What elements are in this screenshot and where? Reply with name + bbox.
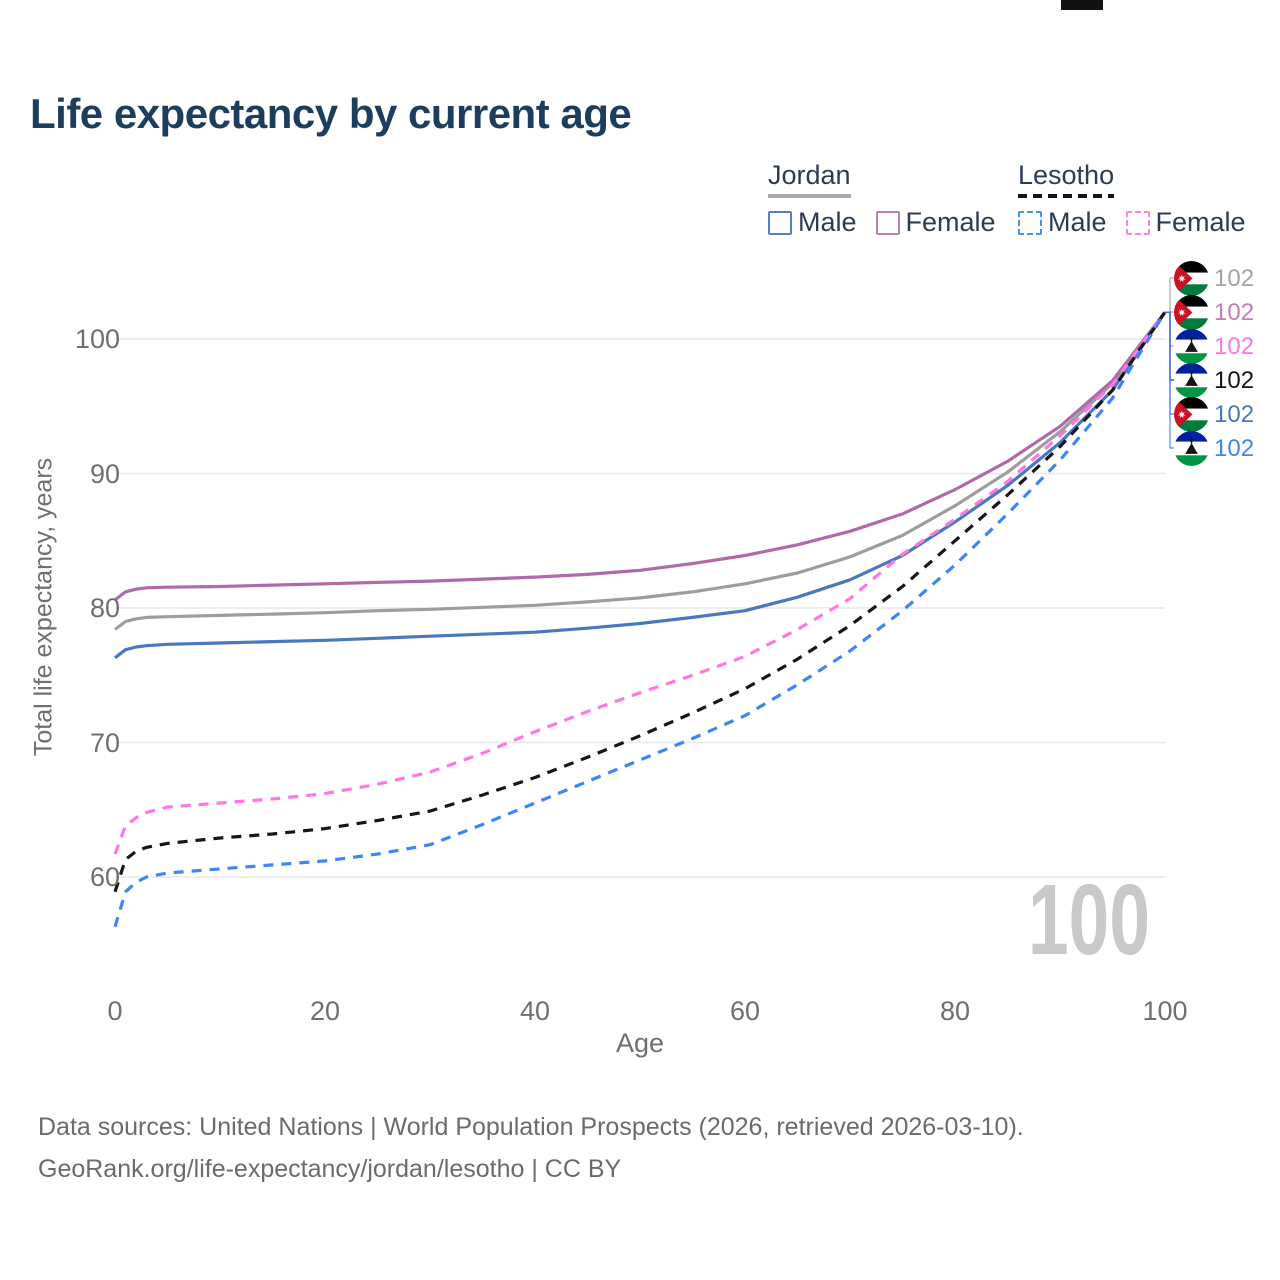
jordan-flag-icon bbox=[1174, 397, 1209, 432]
legend-group-jordan: Jordan Male Female bbox=[768, 160, 1015, 238]
y-tick-60: 60 bbox=[89, 862, 120, 892]
jordan-flag-icon bbox=[1174, 261, 1209, 296]
legend-checkbox-lesotho-female[interactable] bbox=[1125, 210, 1150, 235]
lesotho-flag-icon bbox=[1174, 363, 1209, 398]
series-line-lesotho-male[interactable] bbox=[113, 311, 1167, 928]
legend-items-row: Male Female bbox=[1018, 207, 1265, 238]
end-label-lesotho-female: 102 bbox=[1174, 329, 1254, 364]
page-title: Life expectancy by current age bbox=[30, 90, 632, 137]
legend-country-lesotho[interactable]: Lesotho bbox=[1018, 160, 1115, 198]
end-label-flag bbox=[1174, 363, 1209, 398]
end-label-flag bbox=[1174, 295, 1209, 330]
legend-item-label[interactable]: Female bbox=[1155, 207, 1246, 237]
end-label-jordan-male: 102 bbox=[1174, 397, 1254, 432]
end-label-value: 102 bbox=[1214, 401, 1255, 428]
legend-items-row: Male Female bbox=[768, 207, 1015, 238]
age-counter-watermark: 100 bbox=[1028, 864, 1150, 976]
end-label-flag bbox=[1174, 397, 1209, 432]
legend-checkbox-lesotho-male[interactable] bbox=[1018, 210, 1042, 235]
series-line-lesotho-female[interactable] bbox=[113, 311, 1167, 855]
y-tick-70: 70 bbox=[89, 727, 120, 758]
legend-checkbox-jordan-female[interactable] bbox=[875, 210, 900, 235]
footer-data-sources: Data sources: United Nations | World Pop… bbox=[38, 1113, 1024, 1141]
legend-country-label: Jordan bbox=[768, 160, 851, 190]
end-label-lesotho-both: 102 bbox=[1174, 363, 1254, 398]
x-tick-60: 60 bbox=[729, 996, 761, 1026]
end-label-flag bbox=[1174, 261, 1209, 296]
legend-item-label[interactable]: Female bbox=[905, 207, 996, 237]
series-line-lesotho-both[interactable] bbox=[113, 311, 1167, 893]
x-tick-40: 40 bbox=[519, 996, 551, 1026]
end-label-lesotho-male: 102 bbox=[1174, 431, 1254, 466]
end-label-value: 102 bbox=[1214, 299, 1255, 326]
x-axis-title: Age bbox=[615, 1028, 665, 1058]
series-line-jordan-male[interactable] bbox=[114, 311, 1167, 660]
lesotho-flag-icon bbox=[1174, 329, 1209, 364]
y-tick-100: 100 bbox=[74, 324, 120, 354]
end-label-value: 102 bbox=[1214, 333, 1255, 360]
series-line-jordan-both[interactable] bbox=[114, 311, 1167, 631]
legend-country-jordan[interactable]: Jordan bbox=[768, 160, 851, 198]
end-label-value: 102 bbox=[1214, 265, 1255, 292]
legend-item-label[interactable]: Male bbox=[798, 207, 857, 237]
end-label-value: 102 bbox=[1214, 367, 1255, 394]
end-label-jordan-female: 102 bbox=[1174, 295, 1254, 330]
end-label-flag bbox=[1174, 431, 1209, 466]
top-bar-artifact bbox=[1061, 0, 1103, 10]
x-tick-20: 20 bbox=[309, 996, 341, 1026]
y-tick-80: 80 bbox=[89, 593, 120, 623]
legend-country-underline bbox=[1018, 194, 1115, 198]
x-tick-100: 100 bbox=[1142, 996, 1188, 1026]
x-tick-0: 0 bbox=[107, 996, 123, 1026]
legend-country-label: Lesotho bbox=[1018, 160, 1115, 190]
legend-checkbox-jordan-male[interactable] bbox=[768, 210, 792, 235]
end-label-value: 102 bbox=[1214, 435, 1255, 462]
y-tick-90: 90 bbox=[89, 458, 120, 489]
footer-attribution: GeoRank.org/life-expectancy/jordan/lesot… bbox=[38, 1155, 622, 1183]
legend-country-underline bbox=[768, 194, 851, 198]
end-label-jordan-both: 102 bbox=[1174, 261, 1254, 296]
jordan-flag-icon bbox=[1174, 295, 1209, 330]
footer: Data sources: United Nations | World Pop… bbox=[38, 1106, 1024, 1190]
legend-item-label[interactable]: Male bbox=[1048, 207, 1107, 237]
series-line-jordan-female[interactable] bbox=[114, 311, 1167, 602]
end-label-flag bbox=[1174, 329, 1209, 364]
lesotho-flag-icon bbox=[1174, 431, 1209, 466]
leader-line-lesotho-male bbox=[1165, 311, 1177, 449]
x-tick-80: 80 bbox=[939, 996, 971, 1026]
legend-group-lesotho: Lesotho Male Female bbox=[1018, 160, 1265, 238]
